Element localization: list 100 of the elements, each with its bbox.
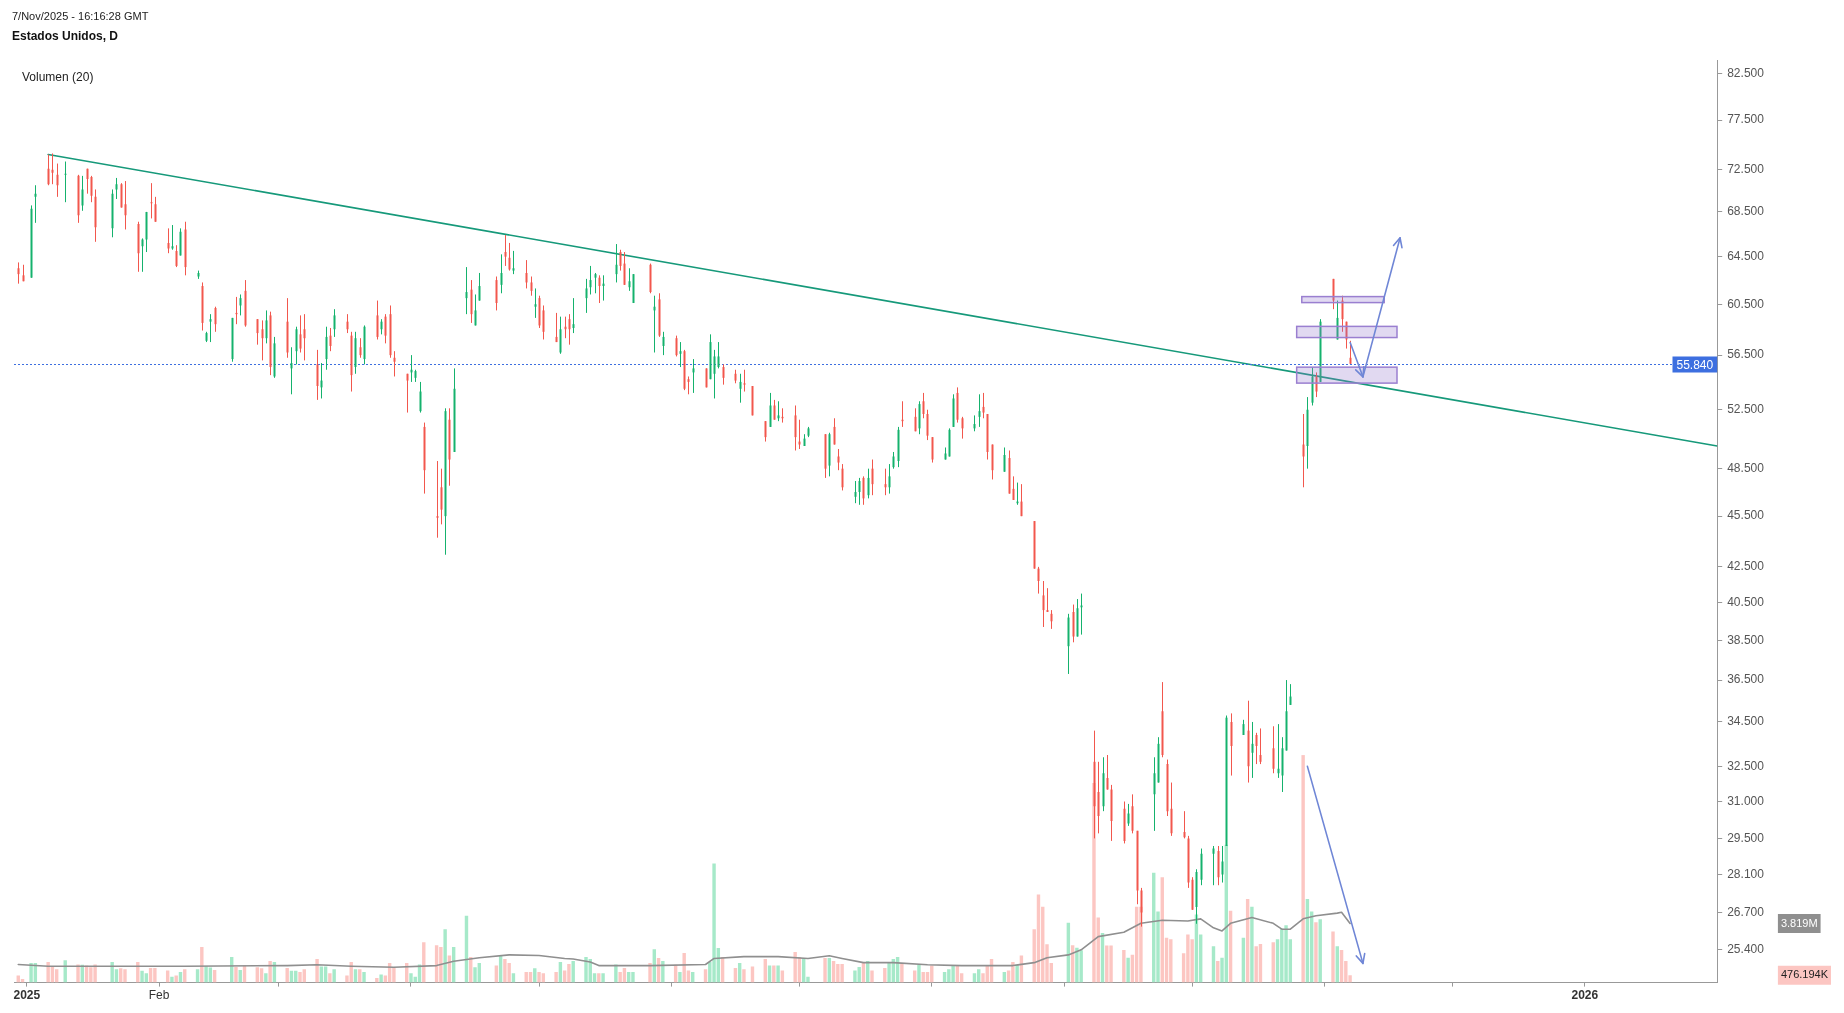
- candlestick: [329, 327, 332, 352]
- candlestick: [773, 399, 776, 421]
- candlestick: [209, 313, 212, 343]
- candlestick: [598, 274, 601, 304]
- candlestick: [1315, 371, 1318, 398]
- candlestick: [316, 349, 319, 401]
- x-tick-label: 2026: [1571, 988, 1599, 1003]
- candlestick: [299, 314, 302, 353]
- candlestick: [214, 306, 217, 333]
- candlestick: [393, 350, 396, 377]
- candlestick: [1050, 609, 1053, 630]
- candlestick: [1251, 721, 1254, 779]
- candlestick: [525, 259, 528, 289]
- candlestick: [585, 278, 588, 314]
- candlestick: [1332, 278, 1335, 310]
- candlestick: [1302, 413, 1305, 488]
- candlestick: [1221, 845, 1224, 884]
- candlestick: [534, 287, 537, 319]
- candlestick: [303, 313, 306, 361]
- y-tick-label: 40.500: [1727, 595, 1765, 610]
- y-tick-label: 60.500: [1727, 296, 1765, 311]
- chart-subtitle: 7/Nov/2025 - 16:16:28 GMT: [12, 10, 149, 22]
- annotation: Volumen (20): [22, 70, 94, 85]
- candlestick: [440, 468, 443, 525]
- candlestick: [1183, 810, 1186, 839]
- candlestick: [679, 341, 682, 368]
- candlestick: [572, 297, 575, 334]
- candlestick: [722, 363, 725, 386]
- candlestick: [931, 436, 934, 464]
- candlestick: [154, 196, 157, 223]
- candlestick: [86, 168, 89, 195]
- candlestick: [419, 381, 422, 414]
- candlestick: [508, 242, 511, 272]
- ref-line-label: 55.840: [1676, 357, 1714, 372]
- candlestick: [290, 346, 293, 395]
- y-tick-label: 26.700: [1727, 904, 1765, 919]
- candlestick: [884, 468, 887, 496]
- candlestick: [333, 308, 336, 338]
- y-tick-label: 31.000: [1727, 793, 1765, 808]
- candlestick: [474, 293, 477, 326]
- candlestick: [777, 400, 780, 422]
- y-tick-label: 32.500: [1727, 758, 1765, 773]
- candlestick: [623, 251, 626, 286]
- candlestick: [478, 272, 481, 302]
- candlestick: [1341, 295, 1344, 333]
- candlestick: [120, 182, 123, 209]
- candlestick: [504, 234, 507, 267]
- candlestick: [167, 227, 170, 254]
- y-tick-label: 56.500: [1727, 347, 1765, 362]
- chart-title: Estados Unidos, D: [12, 29, 119, 43]
- y-tick-label: 36.500: [1727, 672, 1765, 687]
- candlestick: [982, 392, 985, 419]
- y-tick-label: 82.500: [1727, 65, 1765, 80]
- candlestick: [175, 244, 178, 268]
- candlestick: [239, 293, 242, 316]
- candlestick: [854, 480, 857, 504]
- candlestick: [1106, 754, 1109, 791]
- candlestick: [90, 175, 93, 203]
- candlestick: [265, 309, 268, 344]
- candlestick: [675, 335, 678, 357]
- y-tick-label: 38.500: [1727, 632, 1765, 647]
- x-tick-label: 2025: [13, 988, 41, 1003]
- candlestick: [171, 224, 174, 251]
- y2-tick-label: 3.819M: [1780, 916, 1818, 929]
- candlestick: [794, 404, 797, 451]
- candlestick: [376, 300, 379, 340]
- candlestick: [926, 409, 929, 441]
- candlestick: [51, 152, 54, 185]
- candlestick: [1212, 845, 1215, 886]
- candlestick: [295, 326, 298, 365]
- candlestick: [465, 266, 468, 315]
- candlestick: [56, 163, 59, 198]
- candlestick: [841, 463, 844, 491]
- candlestick: [346, 313, 349, 334]
- candlestick: [47, 153, 50, 186]
- candlestick: [589, 265, 592, 295]
- candlestick: [325, 326, 328, 371]
- candlestick: [1080, 593, 1083, 636]
- y-tick-label: 28.100: [1727, 866, 1765, 881]
- candlestick: [542, 304, 545, 340]
- candlestick: [871, 459, 874, 496]
- candlestick: [713, 349, 716, 399]
- candlestick: [764, 420, 767, 443]
- candlestick: [406, 373, 409, 414]
- candlestick: [256, 318, 259, 346]
- candlestick: [530, 276, 533, 297]
- candlestick: [798, 419, 801, 450]
- candlestick: [1020, 483, 1023, 517]
- candlestick: [555, 312, 558, 343]
- candlestick: [888, 463, 891, 495]
- candlestick: [500, 253, 503, 294]
- candlestick: [862, 475, 865, 506]
- candlestick: [559, 316, 562, 355]
- y-tick-label: 77.500: [1727, 112, 1765, 127]
- candlestick: [512, 250, 515, 275]
- candlestick: [1259, 727, 1262, 765]
- candlestick: [81, 175, 84, 212]
- candlestick: [150, 182, 153, 219]
- candlestick: [1345, 321, 1348, 350]
- candlestick: [837, 448, 840, 471]
